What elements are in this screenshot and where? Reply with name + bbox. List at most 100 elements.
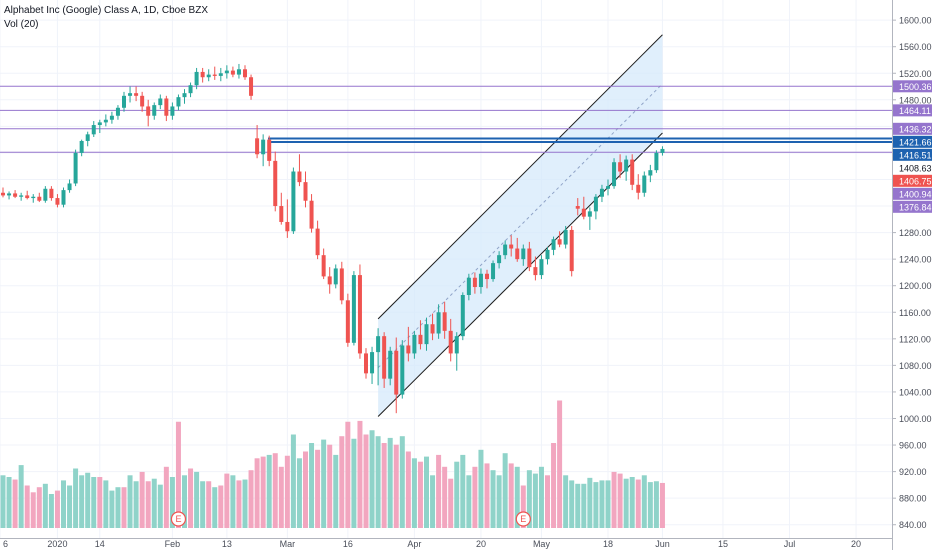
volume-bar [369, 430, 375, 528]
earnings-event-marker[interactable]: E [170, 511, 187, 527]
symbol-title[interactable]: Alphabet Inc (Google) Class A, 1D, Cboe … [4, 5, 208, 16]
candle [563, 225, 568, 249]
candle [575, 198, 580, 216]
price-axis-label: 1000.00 [899, 414, 932, 424]
candle-body [61, 190, 66, 205]
candle [85, 131, 90, 147]
candle [636, 174, 641, 200]
candle-body [97, 122, 102, 126]
candle [43, 186, 48, 203]
candle [261, 134, 266, 167]
candle-body [442, 312, 447, 331]
candle-body [176, 97, 181, 107]
volume-bar [526, 470, 532, 528]
candle [539, 255, 544, 280]
volume-bar [333, 454, 339, 528]
candle-body [333, 268, 338, 285]
price-tag-background [893, 174, 932, 187]
candle-body [436, 312, 441, 334]
candle [430, 313, 435, 341]
candle-body [321, 255, 326, 277]
time-axis-label: 6 [3, 539, 8, 549]
volume-bar [375, 436, 381, 528]
price-tag: 1421.66 [893, 135, 932, 148]
price-tag-background [893, 161, 932, 174]
candle [146, 99, 151, 127]
volume-bar [587, 477, 593, 528]
volume-bar [18, 465, 24, 528]
candle-body [503, 244, 508, 256]
candle-body [158, 98, 163, 106]
price-tag: 1416.51 [893, 148, 932, 161]
candle [200, 67, 205, 83]
candle-body [581, 208, 586, 217]
candle-body [291, 171, 296, 232]
price-tag-background [893, 80, 932, 93]
volume-bar [0, 475, 6, 528]
candle [364, 348, 368, 379]
volume-bar [508, 463, 514, 528]
volume-bar [272, 453, 278, 528]
candle [128, 86, 133, 103]
volume-bar [194, 471, 200, 528]
volume-bar [284, 455, 290, 528]
time-axis-label: 18 [603, 539, 613, 549]
volume-indicator-label[interactable]: Vol (20) [4, 19, 39, 30]
volume-bar [478, 449, 484, 528]
volume-bar [484, 463, 490, 528]
candle-body [73, 152, 78, 184]
candle [478, 268, 483, 294]
volume-bar [460, 454, 466, 528]
candle [424, 317, 429, 351]
price-axis-label: 1080.00 [899, 361, 932, 371]
candle [412, 330, 417, 359]
volume-bar [405, 451, 411, 528]
volume-bar [490, 470, 496, 528]
candle [557, 231, 562, 248]
candle [521, 244, 526, 266]
volume-bar [188, 468, 194, 528]
candle-body [224, 70, 229, 74]
volume-bar [532, 473, 538, 528]
volume-bars [0, 400, 665, 528]
candle [545, 247, 550, 265]
volume-bar [563, 475, 569, 528]
candle-body [230, 70, 235, 75]
candle [466, 273, 471, 301]
price-tag-label: 1500.36 [899, 82, 932, 92]
candle [654, 150, 659, 173]
price-tag-background [893, 135, 932, 148]
earnings-marker-label: E [520, 514, 526, 524]
candle-body [509, 244, 514, 249]
volume-bar [266, 454, 272, 528]
candle-body [37, 196, 42, 201]
volume-bar [502, 453, 508, 528]
volume-bar [611, 471, 617, 528]
volume-bar [339, 436, 345, 528]
volume-bar [387, 437, 393, 528]
candle-body [648, 170, 653, 176]
candle-body [587, 211, 592, 217]
volume-bar [163, 466, 169, 528]
candle-body [527, 248, 532, 268]
candle-body [170, 106, 175, 116]
candle [182, 89, 187, 104]
price-axis-label: 1600.00 [899, 16, 932, 26]
candle-body [79, 140, 84, 153]
candle-body [164, 98, 169, 116]
price-tag-label: 1376.84 [899, 202, 932, 212]
candle-body [7, 193, 12, 196]
earnings-marker-label: E [175, 514, 181, 524]
volume-bar [30, 492, 36, 528]
candle-body [146, 106, 151, 116]
earnings-event-marker[interactable]: E [515, 511, 531, 527]
candle-body [25, 195, 30, 199]
price-axis-label: 1160.00 [899, 308, 931, 318]
candle [236, 63, 241, 79]
volume-bar [206, 481, 212, 528]
volume-bar [641, 475, 647, 528]
candle [569, 225, 574, 277]
candle [370, 346, 375, 384]
candle [73, 149, 78, 187]
